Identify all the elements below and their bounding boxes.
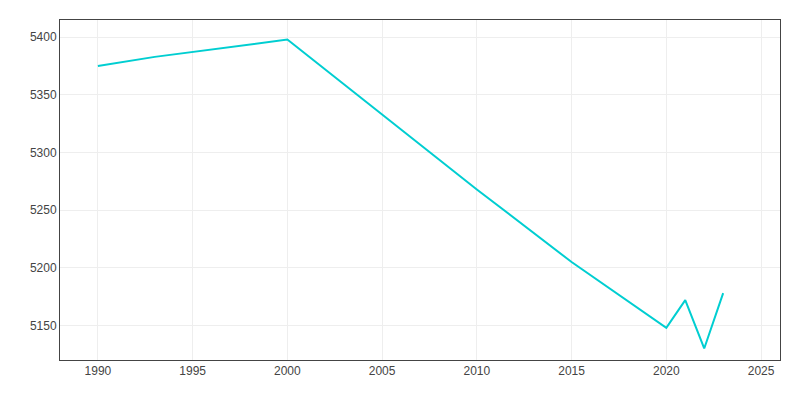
svg-text:5300: 5300: [30, 146, 57, 160]
svg-text:2015: 2015: [558, 364, 585, 378]
svg-text:5150: 5150: [30, 319, 57, 333]
svg-text:1990: 1990: [85, 364, 112, 378]
svg-text:2010: 2010: [463, 364, 490, 378]
svg-text:2025: 2025: [748, 364, 775, 378]
svg-text:1995: 1995: [179, 364, 206, 378]
svg-text:5250: 5250: [30, 203, 57, 217]
svg-text:2020: 2020: [653, 364, 680, 378]
svg-text:5350: 5350: [30, 88, 57, 102]
svg-text:2000: 2000: [274, 364, 301, 378]
svg-text:5400: 5400: [30, 30, 57, 44]
svg-text:2005: 2005: [369, 364, 396, 378]
svg-text:5200: 5200: [30, 261, 57, 275]
